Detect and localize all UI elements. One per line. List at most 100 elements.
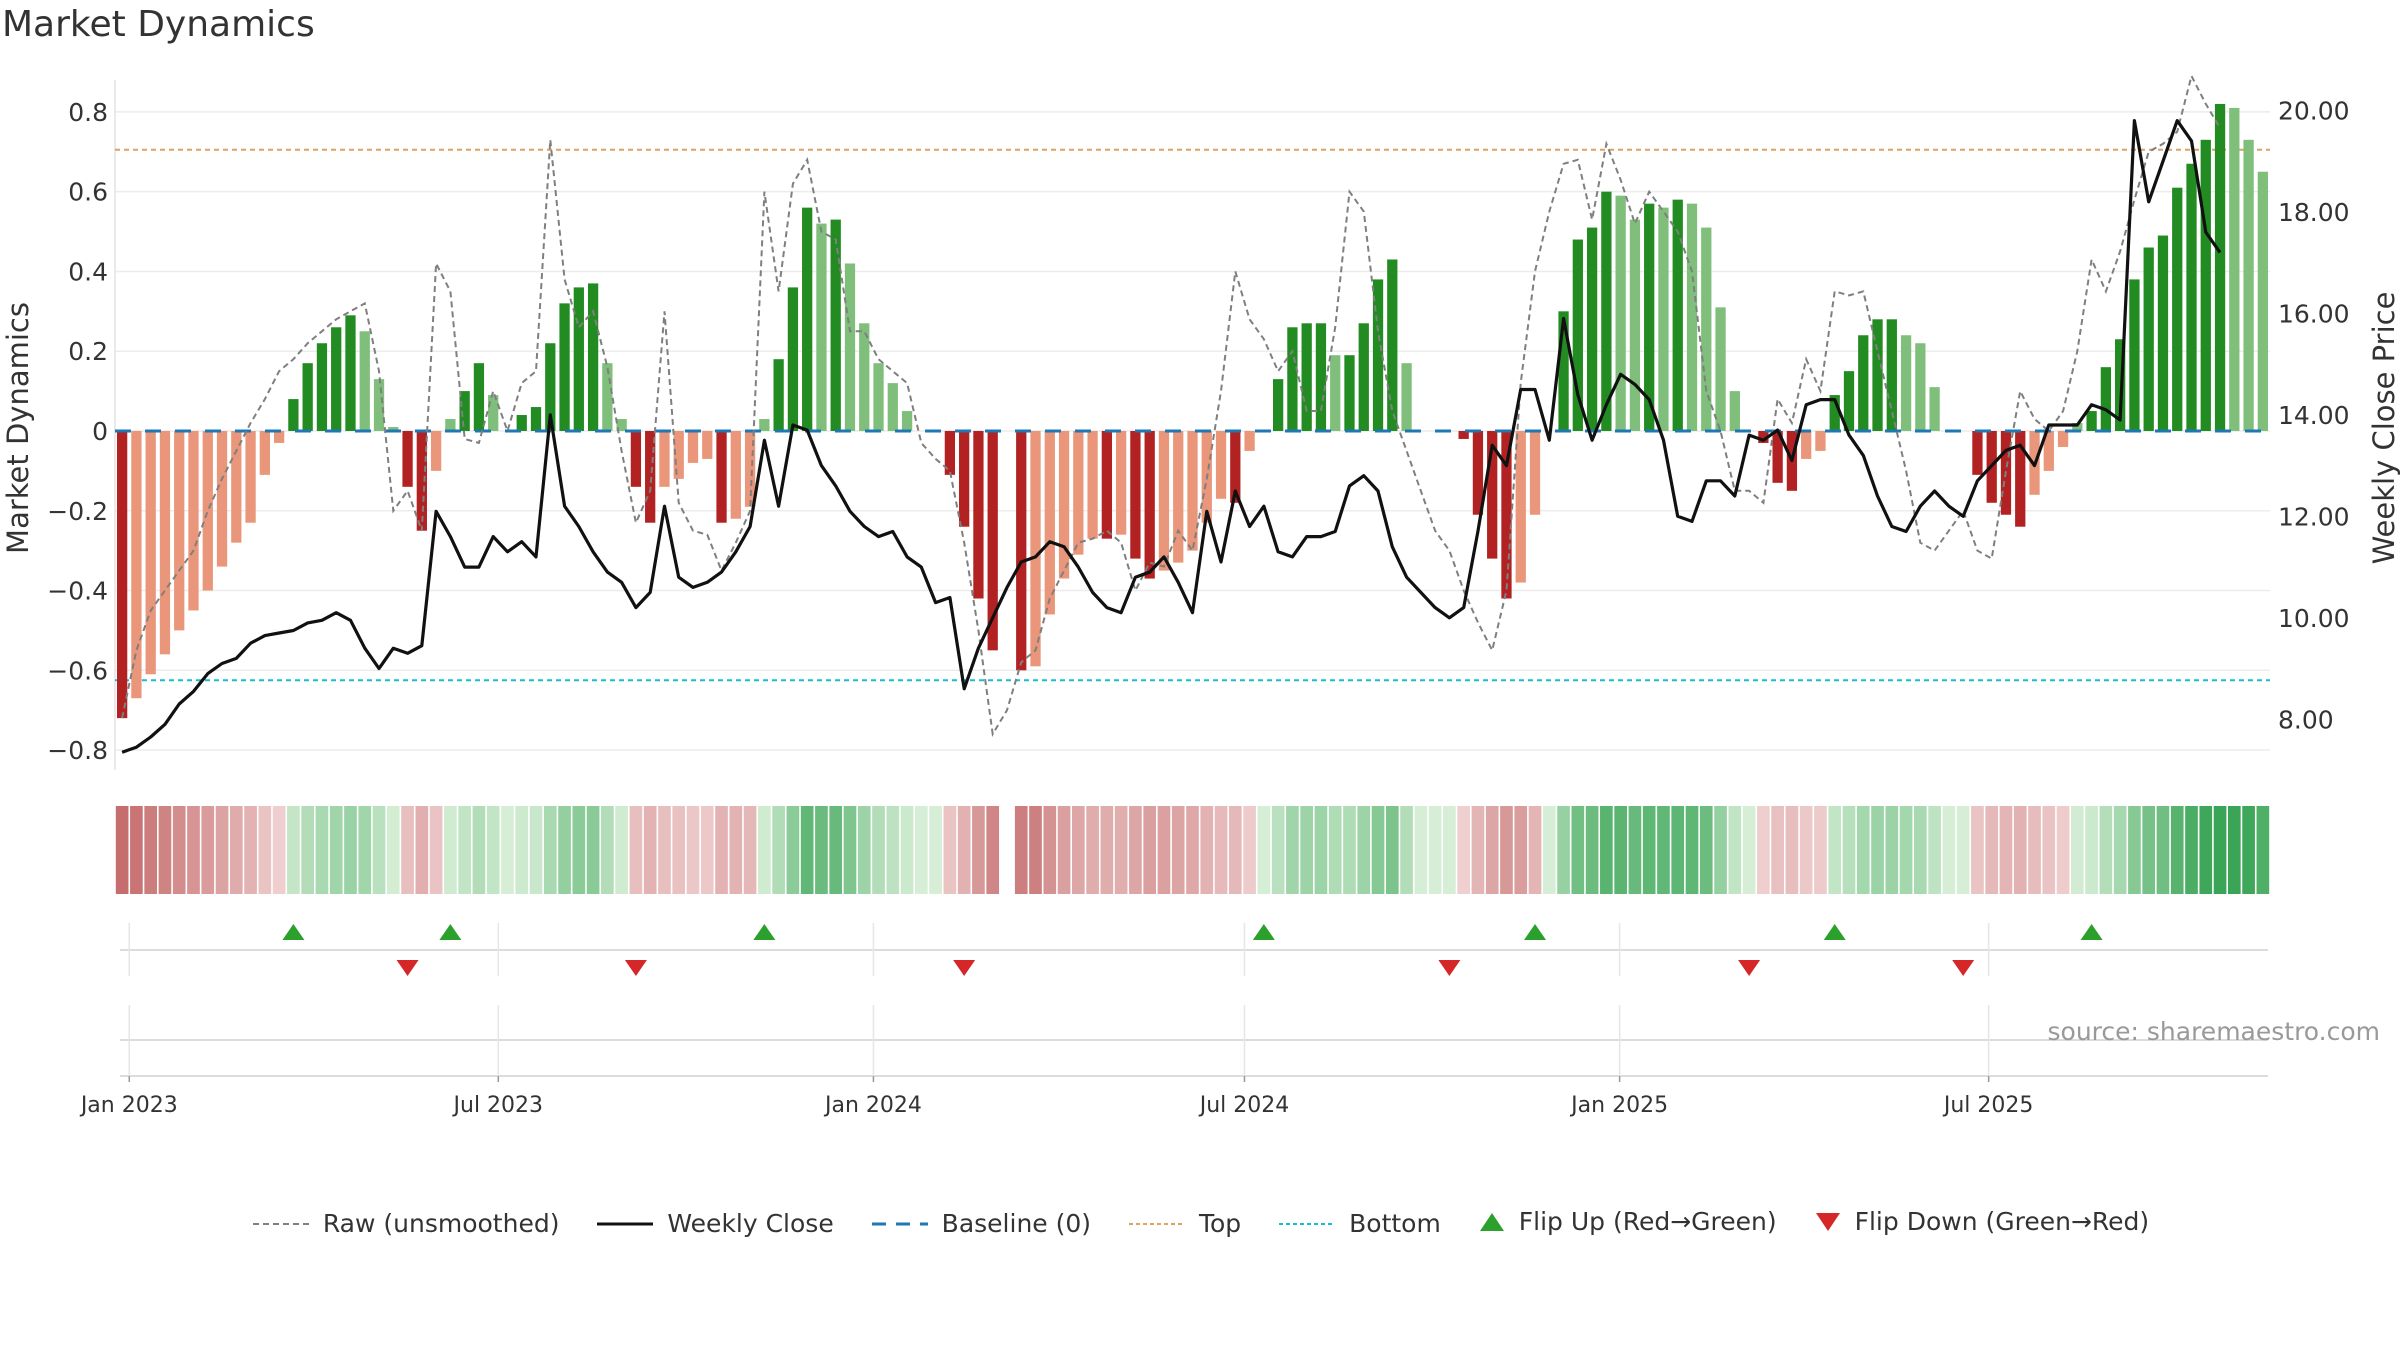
- x-axis-ticks: Jan 2023 Jul 2023 Jan 2024 Jul 2024 Jan 2025…: [79, 1076, 2033, 1118]
- regime-cell: [543, 806, 557, 894]
- regime-cell: [1999, 806, 2013, 894]
- regime-cell: [800, 806, 814, 894]
- regime-cell: [272, 806, 286, 894]
- dynamics-bar: [873, 363, 884, 431]
- regime-cell: [1443, 806, 1456, 894]
- dynamics-bar: [316, 343, 328, 431]
- regime-cell: [2142, 806, 2156, 894]
- regime-cell: [843, 806, 857, 894]
- dynamics-bar: [1058, 430, 1070, 579]
- y2-axis-label: Weekly Close Price: [2367, 292, 2400, 565]
- regime-cell: [244, 806, 257, 894]
- regime-cell: [1528, 806, 1542, 894]
- dynamics-bar: [959, 430, 970, 527]
- regime-cell: [486, 806, 500, 894]
- regime-cell: [1428, 806, 1442, 894]
- regime-cell: [1014, 806, 1028, 894]
- regime-cell: [386, 806, 400, 894]
- legend-item-baseline: Baseline (0): [870, 1209, 1091, 1238]
- regime-cell: [1899, 806, 1913, 894]
- dynamics-bar: [545, 343, 556, 431]
- dynamics-bar: [973, 430, 984, 599]
- regime-cell: [1799, 806, 1813, 894]
- dynamics-bar: [288, 399, 299, 431]
- regime-cell: [329, 806, 343, 894]
- regime-cell: [2070, 806, 2084, 894]
- dynamics-bar: [216, 430, 228, 567]
- regime-cell: [1671, 806, 1685, 894]
- y2-tick-label: 10.00: [2278, 604, 2350, 633]
- dynamics-bar: [1701, 227, 1712, 431]
- y-tick-label: 0.2: [68, 337, 108, 366]
- dynamics-bar: [1215, 430, 1227, 499]
- regime-cell: [172, 806, 186, 894]
- regime-cell: [1500, 806, 1513, 894]
- regime-cell: [1557, 806, 1570, 894]
- regime-cell: [2199, 806, 2213, 894]
- dynamics-bar: [802, 207, 813, 431]
- dynamics-bar: [1301, 323, 1312, 431]
- regime-cell: [1243, 806, 1256, 894]
- dynamics-bar: [716, 430, 727, 523]
- dynamics-bar: [1858, 335, 1869, 431]
- dynamics-bar: [488, 395, 499, 431]
- y2-tick-label: 8.00: [2278, 705, 2334, 734]
- dynamics-bar: [2072, 423, 2083, 431]
- dynamics-bar: [345, 315, 356, 431]
- dynamics-bar: [559, 303, 570, 431]
- y-tick-label: 0.6: [68, 178, 108, 207]
- regime-cell: [686, 806, 700, 894]
- regime-cell: [1585, 806, 1599, 894]
- dynamics-bar: [730, 430, 741, 519]
- y2-tick-label: 12.00: [2278, 502, 2350, 531]
- dynamics-bar: [2257, 171, 2269, 431]
- dynamics-bar: [359, 331, 370, 431]
- dynamics-bar: [2157, 235, 2169, 431]
- flip-up-marker: [439, 924, 462, 940]
- regime-cell: [472, 806, 486, 894]
- regime-cell: [1514, 806, 1528, 894]
- regime-cell: [1357, 806, 1371, 894]
- regime-cell: [1871, 806, 1884, 894]
- dynamics-bar: [1900, 335, 1912, 431]
- regime-cell: [301, 806, 315, 894]
- regime-cell: [643, 806, 657, 894]
- legend-item-top: Top: [1127, 1209, 1241, 1238]
- legend-item-raw: Raw (unsmoothed): [251, 1209, 559, 1238]
- dynamics-bar: [1315, 323, 1327, 431]
- legend-item-close: Weekly Close: [595, 1209, 834, 1238]
- regime-cell: [1699, 806, 1713, 894]
- dynamics-bars: [115, 103, 2270, 719]
- regime-cell: [1300, 806, 1314, 894]
- dynamics-bar: [1101, 430, 1113, 539]
- dynamics-bar: [445, 419, 456, 431]
- regime-cell: [629, 806, 643, 894]
- regime-cell: [1885, 806, 1899, 894]
- regime-cell: [2185, 806, 2198, 894]
- regime-cell: [1542, 806, 1556, 894]
- dynamics-bar: [1715, 307, 1726, 431]
- dynamics-bar: [1658, 207, 1669, 431]
- regime-cell: [1286, 806, 1299, 894]
- dynamics-bar: [1087, 430, 1098, 539]
- dynamics-bar: [1729, 391, 1740, 431]
- regime-cell: [1157, 806, 1171, 894]
- flip-down-marker: [1952, 960, 1975, 976]
- dynamics-bar: [131, 430, 142, 699]
- regime-cell: [287, 806, 300, 894]
- regime-strip: [115, 806, 2270, 894]
- regime-cell: [2170, 806, 2184, 894]
- dynamics-bar: [1644, 203, 1655, 431]
- flip-up-marker: [1823, 924, 1846, 940]
- regime-cell: [601, 806, 614, 894]
- dynamics-bar: [1358, 323, 1369, 431]
- regime-cell: [158, 806, 172, 894]
- dynamics-bar: [1586, 227, 1598, 431]
- regime-cell: [1928, 806, 1941, 894]
- dynamics-bar: [1501, 430, 1512, 599]
- regime-cell: [2128, 806, 2141, 894]
- dynamics-bar: [1158, 430, 1170, 571]
- regime-cell: [1086, 806, 1099, 894]
- regime-cell: [1914, 806, 1927, 894]
- dynamics-bar: [373, 379, 385, 431]
